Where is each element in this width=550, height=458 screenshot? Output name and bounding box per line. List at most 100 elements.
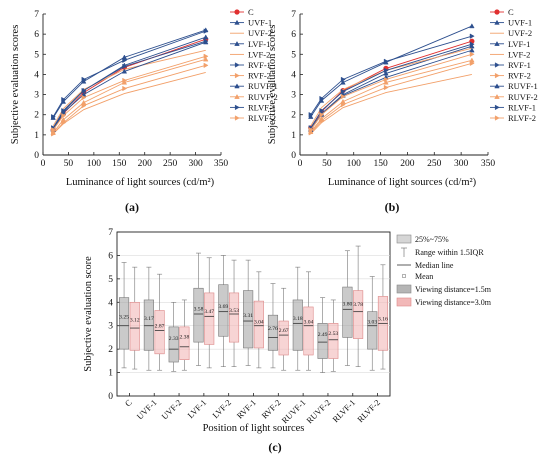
legend-marker (494, 104, 500, 111)
data-point (61, 112, 67, 119)
iqr-box (193, 287, 204, 343)
data-point (319, 111, 325, 118)
x-tick-label: 150 (112, 159, 127, 169)
box-lvf-1-1-5m: 3.58 (193, 252, 204, 366)
iqr-box (218, 284, 229, 337)
y-tick-label: 7 (34, 10, 39, 20)
legend-label: RUVF-1 (508, 81, 538, 91)
y-tick-label: 7 (291, 10, 296, 20)
mean-value-label: 2.49 (318, 332, 328, 338)
legend-label: RUVF-2 (508, 92, 538, 102)
box-ruvf-2-1-5m: 2.49 (317, 297, 328, 373)
legend-label: Viewing distance=1.5m (415, 285, 492, 294)
iqr-box (292, 299, 303, 351)
x-category-label: RLVF-2 (355, 397, 382, 424)
mean-value-label: 3.78 (353, 302, 363, 308)
legend-marker (234, 104, 240, 111)
legend-label: RLVF-1 (508, 102, 536, 112)
mean-value-label: 3.16 (378, 316, 388, 322)
data-point (122, 77, 128, 84)
x-tick-label: 250 (427, 159, 442, 169)
data-point (383, 76, 389, 83)
y-axis-label: Subjective evaluation score (83, 256, 94, 372)
box-rlvf-1-3-0m: 3.78 (353, 245, 364, 368)
legend-item: UVF-1 (490, 18, 532, 28)
mean-value-label: 3.25 (119, 314, 129, 320)
x-tick-label: 300 (188, 159, 203, 169)
data-point (469, 41, 475, 47)
iqr-box (328, 323, 339, 359)
data-point (81, 87, 87, 94)
x-tick-label: 200 (138, 159, 153, 169)
data-point (383, 67, 389, 74)
legend-item: RVF-1 (490, 60, 531, 70)
mean-value-label: 2.53 (328, 331, 338, 337)
box-uvf-1-3-0m: 2.87 (154, 273, 165, 371)
series-line (310, 73, 472, 135)
series-line (52, 58, 206, 134)
mean-value-label: 3.47 (204, 309, 214, 315)
box-uvf-2-1-5m: 2.33 (168, 301, 179, 372)
x-tick-label: 350 (481, 159, 496, 169)
legend-label: UVF-2 (248, 28, 272, 38)
legend-item: RVF-2 (230, 71, 271, 81)
x-tick-label: 100 (87, 159, 102, 169)
y-tick-label: 2 (108, 345, 113, 355)
series-ruvf-2 (50, 56, 209, 135)
box-uvf-2-3-0m: 2.38 (179, 299, 189, 371)
y-tick-label: 2 (291, 111, 296, 121)
series-rvf-1 (51, 38, 209, 131)
legend-series-swatch (396, 284, 412, 294)
legend-label: C (508, 7, 514, 17)
series-line (310, 53, 473, 131)
legend-label: Range within 1.5IQR (415, 248, 484, 257)
legend-label: UVF-1 (248, 18, 272, 28)
data-point (469, 33, 475, 39)
data-point (469, 47, 475, 53)
y-tick-label: 0 (34, 151, 39, 161)
iqr-box (243, 290, 254, 349)
y-tick-label: 7 (108, 228, 113, 238)
legend-marker (234, 83, 240, 89)
y-tick-label: 3 (34, 91, 39, 101)
y-tick-label: 6 (291, 30, 296, 40)
legend-marker (494, 115, 500, 121)
iqr-box (353, 290, 364, 339)
legend-item: LVF-2 (230, 49, 270, 59)
legend-label: RUVF-2 (248, 92, 278, 102)
mean-value-label: 3.17 (144, 316, 154, 322)
mean-value-label: 2.87 (155, 323, 165, 329)
iqr-box (119, 297, 130, 350)
box-rvf-1-1-5m: 3.31 (243, 259, 254, 366)
series-line (52, 71, 206, 135)
y-tick-label: 5 (291, 50, 296, 60)
series-c (50, 36, 209, 133)
data-point (340, 76, 346, 83)
data-point (122, 63, 128, 70)
legend-item: UVF-2 (490, 28, 532, 38)
series-rlvf-1 (308, 33, 475, 118)
legend-marker (234, 62, 240, 68)
x-axis-label: Position of light sources (203, 423, 305, 434)
x-category-label: UVF-2 (159, 397, 183, 421)
series-uvf-2 (310, 73, 472, 135)
legend-marker (494, 93, 500, 99)
x-category-label: RUVF-1 (279, 397, 307, 425)
x-category-label: LVF-1 (185, 397, 208, 420)
legend-label: LVF-2 (508, 49, 530, 59)
legend-item: LVF-1 (230, 39, 270, 49)
legend-label: LVF-1 (508, 39, 530, 49)
mean-value-label: 3.80 (343, 301, 353, 307)
data-point (308, 127, 314, 133)
data-point (340, 88, 346, 95)
box-lvf-1-3-0m: 3.47 (204, 257, 214, 369)
box-ruvf-2-3-0m: 2.53 (328, 299, 339, 372)
legend-label: RVF-2 (508, 71, 531, 81)
x-axis-label: Luminance of light sources (cd/m²) (328, 177, 477, 188)
data-point (318, 115, 325, 121)
legend-marker (494, 62, 500, 68)
legend-marker (234, 115, 240, 121)
iqr-box (342, 286, 353, 338)
data-point (122, 85, 128, 92)
